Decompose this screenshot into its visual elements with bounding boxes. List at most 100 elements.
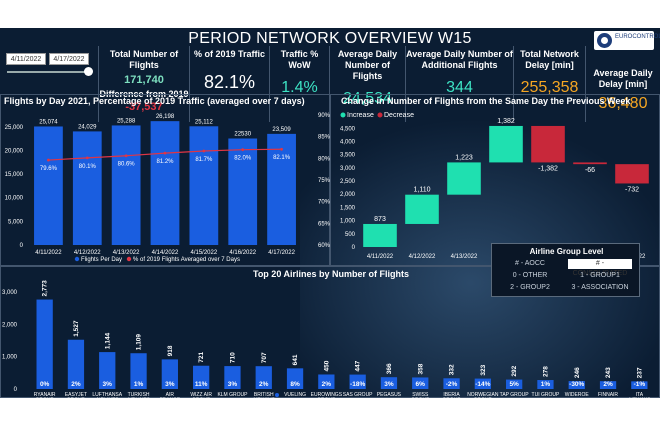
wow-label: 3% (103, 381, 113, 388)
flights-bar (72, 131, 102, 245)
bar-data-label: 25,288 (117, 118, 136, 124)
pct-point (202, 149, 206, 153)
bar-data-label: 1,109 (136, 334, 143, 351)
airline-bar (193, 365, 210, 389)
flights-by-day-chart: 0 5,000 10,000 15,000 20,000 25,000 60% 65% 70% 7… (5, 113, 331, 263)
x-tick-label: 4/13/2022 (113, 250, 140, 256)
airline-bar (537, 380, 554, 389)
end-date-input[interactable]: 4/17/2022 (49, 53, 89, 65)
flights-bar (111, 125, 141, 245)
y2-tick-label: 70% (318, 200, 331, 206)
y-tick-label: 3,500 (340, 153, 356, 159)
kpi-label: Average Daily Delay [min] (593, 68, 653, 89)
x-tick-label: 4/12/2022 (409, 254, 436, 260)
bar-data-label: 1,382 (497, 118, 515, 125)
legend-label: Decrease (384, 112, 414, 119)
bar-data-label: 323 (480, 364, 487, 375)
bar-data-label: 710 (229, 352, 236, 363)
x-tick-label: 4/16/2022 (229, 250, 256, 256)
slicer-option[interactable]: 3 - ASSOCIATION (571, 284, 629, 291)
wow-label: 5% (509, 381, 519, 388)
bar-data-label: 278 (542, 366, 549, 377)
wow-label: 1% (134, 381, 144, 388)
y-tick-label: 0 (14, 387, 18, 393)
pct-point (124, 154, 128, 158)
airline-bar (412, 377, 429, 389)
bar-data-label: 243 (605, 367, 612, 378)
slicer-option[interactable]: 0 - OTHER (512, 272, 548, 279)
change-panel: Change in Number of Flights from the Sam… (330, 94, 660, 266)
y2-tick-label: 75% (318, 178, 331, 184)
bar-data-label: -732 (625, 186, 639, 193)
waterfall-bar (489, 125, 523, 163)
bar-data-label: 1,223 (455, 154, 473, 161)
wow-label: 6% (416, 381, 426, 388)
page-title: PERIOD NETWORK OVERVIEW W15 (188, 30, 472, 47)
y-tick-label: 1,000 (340, 219, 356, 225)
waterfall-bar (531, 125, 565, 163)
y-tick-label: 500 (345, 232, 356, 238)
top20-panel: Top 20 Airlines by Number of Flights 0 1,… (0, 266, 660, 398)
change-chart: 0 500 1,000 1,500 2,000 2,500 3,000 3,500 4,000 4… (340, 112, 649, 260)
slicer-option[interactable]: # - AOCC (515, 260, 545, 267)
y2-tick-label: 85% (318, 135, 331, 141)
slicer-option[interactable]: 2 - GROUP2 (510, 284, 550, 291)
x-tick-label: NORWEGIANGROUP (467, 392, 499, 398)
bar-data-label: 1,527 (73, 320, 80, 337)
x-tick-label: VUELING (284, 392, 306, 398)
airline-bar (99, 352, 116, 389)
flights-by-day-panel: Flights by Day 2021, Percentage of 2019 … (0, 94, 331, 266)
y-tick-label: 25,000 (5, 125, 24, 131)
y-tick-label: 5,000 (8, 219, 24, 225)
bar-data-label: 2,773 (42, 280, 49, 297)
start-date-input[interactable]: 4/11/2022 (6, 53, 46, 65)
pct-data-label: 80.1% (79, 164, 97, 170)
x-tick-label: IBERIAGROUP (442, 392, 461, 398)
flights-bar (228, 138, 258, 245)
wow-label: -2% (446, 381, 458, 388)
wow-label: 3% (228, 381, 238, 388)
bar-data-label: 1,110 (414, 187, 431, 194)
wow-label: 2% (259, 381, 269, 388)
bar-data-label: 23,509 (272, 127, 291, 133)
bar-data-label: 332 (449, 364, 456, 375)
x-tick-label: 4/13/2022 (451, 254, 478, 260)
y2-tick-label: 90% (318, 113, 331, 119)
date-slider[interactable] (7, 71, 87, 73)
slicer-option[interactable]: # - CONSOLIDATED (568, 259, 632, 277)
legend-swatch (126, 256, 132, 262)
pct-data-label: 81.7% (195, 157, 213, 163)
legend-swatch (340, 112, 346, 118)
y-tick-label: 2,000 (2, 322, 18, 328)
slicer-option[interactable]: 1 - GROUP1 (580, 272, 620, 279)
wow-label: 2% (71, 381, 81, 388)
x-tick-label: KLM GROUP (217, 392, 248, 398)
airline-bar (224, 366, 241, 389)
x-tick-label: AIRFRANCEGROUP (160, 392, 181, 398)
legend-swatch (275, 393, 279, 397)
waterfall-bar (363, 223, 397, 247)
airline-bar (318, 374, 335, 389)
kpi-avg-delay: Average Daily Delay [min] 36,480 (586, 46, 660, 122)
panel-title: Change in Number of Flights from the Sam… (341, 96, 631, 106)
date-slider-handle[interactable] (84, 67, 93, 76)
kpi-label: Average Daily Number of Flights (337, 49, 398, 81)
kpi-traffic-wow: Traffic % WoW 1.4% (270, 46, 330, 122)
wow-label: 2% (322, 381, 332, 388)
flights-bar (189, 126, 219, 245)
airline-bar (443, 378, 460, 389)
x-tick-label: 4/12/2022 (74, 250, 101, 256)
bar-data-label: -66 (585, 167, 595, 174)
wow-label: -18% (350, 381, 365, 388)
waterfall-bar (405, 194, 439, 224)
airline-bar (130, 353, 147, 389)
legend-label: % of 2019 Flights Averaged over 7 Days (133, 257, 240, 263)
y-tick-label: 4,500 (340, 126, 356, 132)
x-tick-label: 4/11/2022 (367, 254, 394, 260)
x-tick-label: SWISSGROUP (411, 392, 430, 398)
bar-data-label: 237 (636, 367, 643, 378)
airline-bar (380, 377, 398, 389)
pct-data-label: 82.1% (273, 155, 291, 161)
y2-tick-label: 60% (318, 243, 331, 249)
kpi-label: Average Daily Number of Additional Fligh… (406, 49, 513, 70)
